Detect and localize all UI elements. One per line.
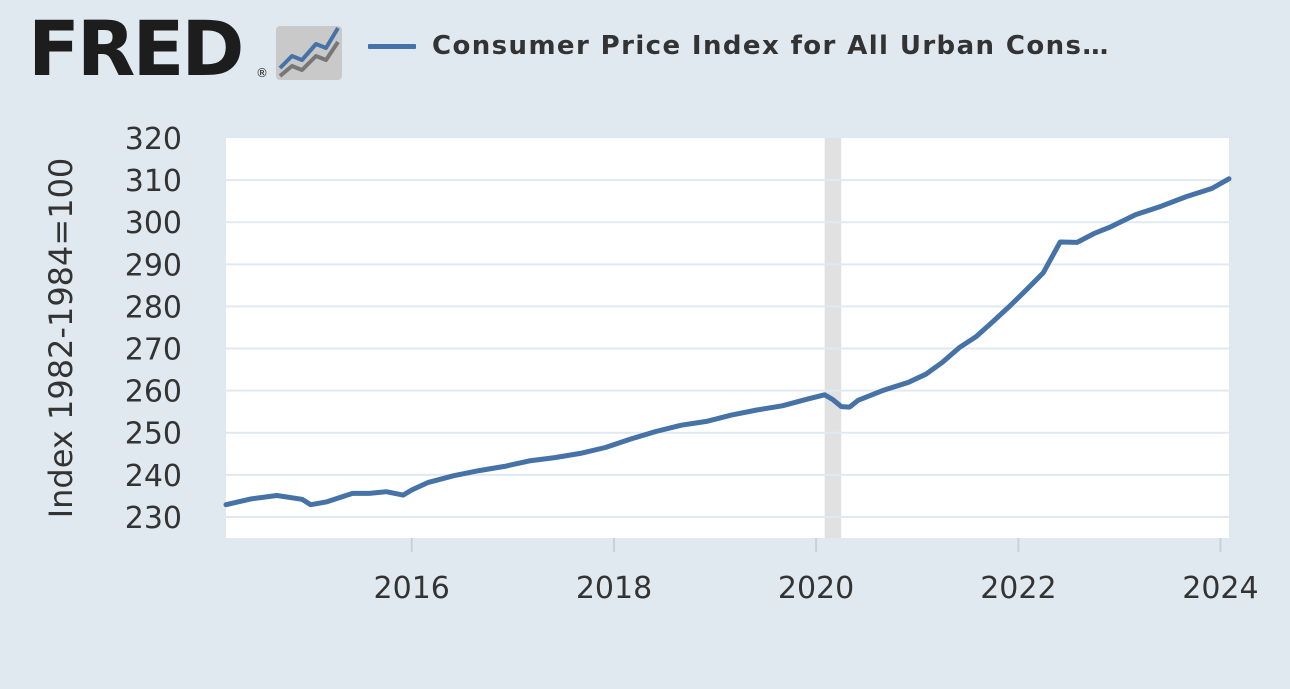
y-tick-label: 300 [125,206,182,241]
fred-logo-registered-mark: ® [256,66,268,80]
series-line[interactable] [223,176,1232,508]
x-tick-label: 2020 [778,571,854,606]
fred-logo-text: FRED [28,4,244,93]
plot-area [226,138,1229,538]
y-tick-label: 230 [125,501,182,536]
x-tick-label: 2022 [980,571,1056,606]
chart-header: FRED ® Consumer Price Index for All Urba… [0,0,1290,100]
x-tick-label: 2018 [576,571,652,606]
x-tick-label: 2016 [374,571,450,606]
recession-shading [824,138,842,538]
y-tick-label: 250 [125,417,182,452]
y-tick-label: 310 [125,164,182,199]
chart-legend[interactable]: Consumer Price Index for All Urban Cons… [368,26,1110,66]
y-tick-label: 290 [125,248,182,283]
y-axis-label: Index 1982-1984=100 [42,158,80,519]
y-tick-label: 320 [125,122,182,157]
x-tick-label: 2024 [1182,571,1258,606]
legend-swatch [368,43,416,49]
y-tick-label: 240 [125,459,182,494]
y-tick-label: 280 [125,290,182,325]
fred-graph-icon [276,26,342,80]
legend-label: Consumer Price Index for All Urban Cons… [432,31,1110,61]
y-tick-label: 260 [125,375,182,410]
y-tick-label: 270 [125,333,182,368]
